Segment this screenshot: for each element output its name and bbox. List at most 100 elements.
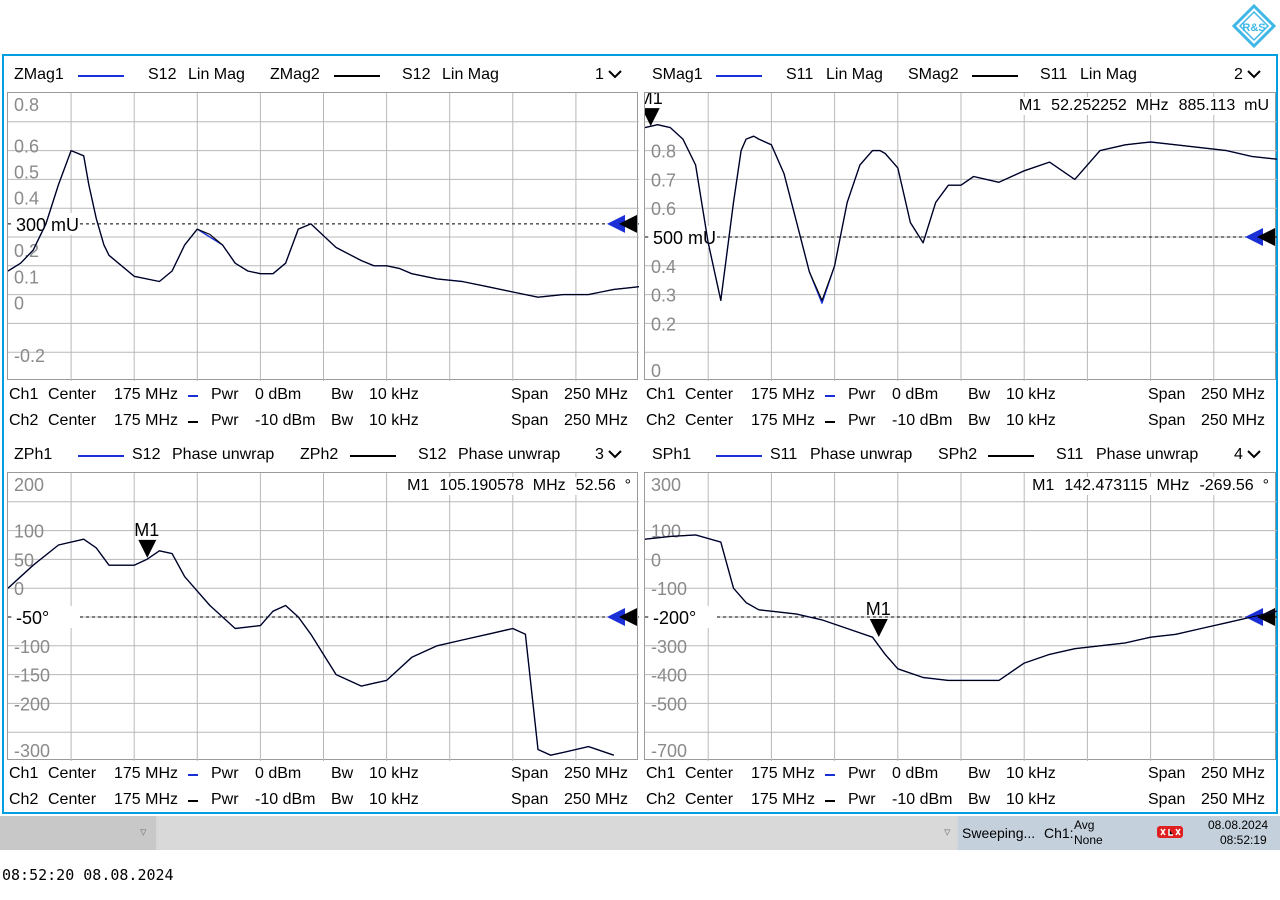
center-value: 175 MHz (751, 765, 816, 782)
trace2-legend-line (350, 455, 396, 457)
marker-m1[interactable] (645, 108, 660, 127)
marker-readout-freq: 142.473115 MHz (1064, 477, 1190, 494)
diagram-number-menu[interactable]: 1 (595, 66, 622, 84)
marker-m1[interactable] (869, 619, 888, 638)
y-tick-label: 0 (651, 550, 661, 570)
trace2-param: S11 (1040, 66, 1068, 83)
diagram-plot-3[interactable]: 200 100 50 0 -100 -150 -200 -300 -50° M1 M1 105.190… (7, 472, 639, 761)
ref-arrow-trace1[interactable] (1245, 228, 1263, 246)
y-tick-label: 0 (14, 293, 24, 313)
status-bar: ▿ ▿ Sweeping... Ch1: Avg None 08.08.2024… (0, 816, 1280, 850)
diagram-plot-2[interactable]: 0.8 0.7 0.6 0.4 0.3 0.2 0 500 mU M1 M1 52.252252 M… (644, 92, 1277, 381)
trace1-param: S12 (132, 446, 161, 463)
pwr-value: -10 dBm (892, 412, 953, 429)
marker-readout-value: 52.56 ° (575, 477, 631, 494)
y-tick-label: 100 (14, 522, 44, 542)
y-tick-label: 0.2 (14, 241, 39, 261)
y-tick-label: 0.2 (651, 314, 676, 334)
diagram-plot-4[interactable]: 300 100 0 -100 -300 -400 -500 -700 -200° M1 M1 142.… (644, 472, 1277, 761)
bw-label: Bw (331, 765, 354, 782)
channel-info-row[interactable]: Ch1 Center 175 MHz Pwr 0 dBm Bw 10 kHz Span 250 … (8, 763, 635, 785)
ref-arrow-trace1[interactable] (607, 214, 625, 233)
pwr-value: -10 dBm (892, 791, 953, 808)
status-left-panel[interactable]: ▿ (0, 816, 156, 850)
pwr-label: Pwr (848, 765, 876, 782)
y-tick-label: -150 (14, 666, 50, 686)
marker-m1[interactable] (138, 539, 157, 558)
chevron-down-icon (608, 446, 622, 463)
channel-info-row[interactable]: Ch2 Center 175 MHz Pwr -10 dBm Bw 10 kHz Span 25… (645, 789, 1273, 811)
status-right-panel: Sweeping... Ch1: Avg None 08.08.2024 08:… (958, 816, 1280, 850)
y-tick-label: 0.5 (14, 163, 39, 183)
pwr-value: 0 dBm (255, 386, 302, 403)
channel-info-row[interactable]: Ch1 Center 175 MHz Pwr 0 dBm Bw 10 kHz Span 250 … (8, 384, 635, 406)
trace2-name: ZPh2 (300, 446, 339, 463)
pwr-label: Pwr (211, 765, 239, 782)
ref-arrow-trace2[interactable] (1257, 228, 1275, 246)
chevron-down-icon[interactable]: ▿ (944, 824, 951, 839)
marker-readout: M1 52.252252 MHz 885.113 mU (1018, 97, 1269, 115)
pwr-label: Pwr (211, 791, 239, 808)
trace1-format: Lin Mag (188, 66, 245, 83)
span-value: 250 MHz (1201, 791, 1266, 808)
y-tick-label: 0.4 (14, 189, 39, 209)
diagram-number-menu[interactable]: 3 (595, 446, 622, 464)
center-label: Center (48, 791, 97, 808)
channel-info-row[interactable]: Ch1 Center 175 MHz Pwr 0 dBm Bw 10 kHz Span 250 … (645, 763, 1273, 785)
center-label: Center (48, 412, 97, 429)
trace1-legend-line (78, 75, 124, 77)
span-label: Span (511, 386, 549, 403)
trace2-name: SMag2 (908, 66, 959, 83)
span-label: Span (511, 412, 549, 429)
diagram-number: 1 (595, 66, 604, 83)
trace-ZPh2 (8, 538, 614, 756)
marker-readout-freq: 52.252252 MHz (1051, 97, 1169, 114)
diagram-number-menu[interactable]: 4 (1234, 446, 1261, 464)
trace1-format: Phase unwrap (810, 446, 913, 463)
channel-name: Ch1 (646, 386, 676, 403)
bw-value: 10 kHz (1006, 765, 1056, 782)
trace1-name: SPh1 (652, 446, 692, 463)
chevron-down-icon[interactable]: ▿ (140, 824, 147, 839)
y-tick-label: -100 (651, 579, 687, 599)
trace1-legend-line (78, 455, 124, 457)
channel-name: Ch2 (646, 412, 676, 429)
ref-arrow-trace2[interactable] (619, 214, 637, 233)
bw-value: 10 kHz (1006, 412, 1056, 429)
center-label: Center (685, 412, 734, 429)
span-label: Span (1148, 765, 1186, 782)
channel-info-row[interactable]: Ch1 Center 175 MHz Pwr 0 dBm Bw 10 kHz Span 250 … (645, 384, 1273, 406)
trace2-param: S11 (1056, 446, 1084, 463)
y-tick-label: 0 (651, 361, 661, 381)
reference-label: 500 mU (653, 228, 716, 248)
status-time: 08:52:19 (1220, 833, 1267, 847)
sweep-status: Sweeping... (962, 825, 1036, 841)
avg-label: Avg (1074, 818, 1095, 832)
reference-label-bg (649, 226, 717, 248)
diagram-header: SPh1 S11 Phase unwrap SPh2 S11 Phase unwrap 4 (646, 442, 1274, 468)
channel-info-row[interactable]: Ch2 Center 175 MHz Pwr -10 dBm Bw 10 kHz Span 25… (645, 410, 1273, 432)
status-date: 08.08.2024 (1208, 818, 1269, 832)
y-tick-label: 0 (14, 579, 24, 599)
bw-label: Bw (968, 791, 991, 808)
diagram-number-menu[interactable]: 2 (1234, 66, 1261, 84)
channel-info-row[interactable]: Ch2 Center 175 MHz Pwr -10 dBm Bw 10 kHz Span 25… (8, 410, 635, 432)
ref-arrow-trace1[interactable] (607, 608, 625, 626)
channel-name: Ch2 (9, 412, 39, 429)
span-label: Span (1148, 386, 1186, 403)
channel-info-row[interactable]: Ch2 Center 175 MHz Pwr -10 dBm Bw 10 kHz Span 25… (8, 789, 635, 811)
reference-label: -200° (653, 608, 696, 628)
channel-color-dash (188, 800, 198, 802)
center-value: 175 MHz (114, 386, 179, 403)
diagram-plot-1[interactable]: 0.8 0.6 0.5 0.4 0.2 0.1 0 -0.2 300 mU (7, 92, 639, 381)
chevron-down-icon (1247, 446, 1261, 463)
status-mid-panel[interactable]: ▿ (158, 816, 956, 850)
trace1-param: S12 (148, 66, 177, 83)
trace1-name: SMag1 (652, 66, 703, 83)
bw-value: 10 kHz (369, 791, 419, 808)
y-tick-label: -500 (651, 694, 687, 714)
ref-arrow-trace2[interactable] (619, 608, 637, 626)
span-value: 250 MHz (1201, 412, 1266, 429)
trace-ZMag2 (8, 150, 639, 298)
channel-color-dash (188, 774, 198, 776)
